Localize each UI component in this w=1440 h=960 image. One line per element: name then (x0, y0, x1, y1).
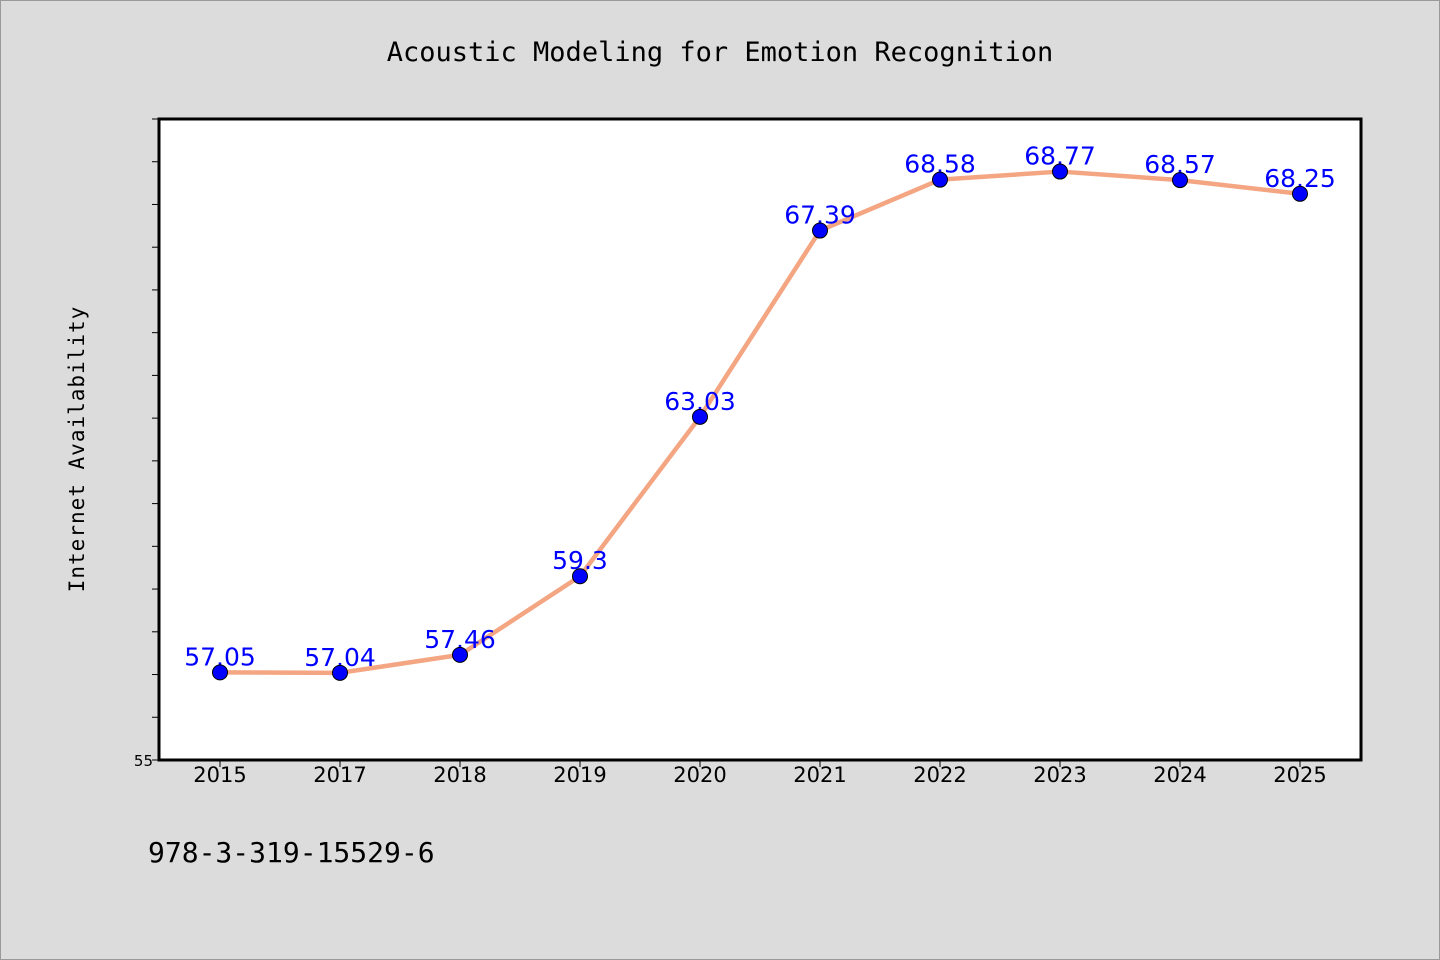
y-axis-ticks (152, 118, 159, 761)
data-point (212, 664, 228, 681)
data-point (572, 568, 588, 585)
data-point (812, 222, 828, 239)
data-point (332, 664, 348, 681)
x-tick-label: 2025 (1273, 763, 1326, 787)
data-point (932, 171, 948, 188)
isbn-annotation: 978-3-319-15529-6 (148, 836, 435, 869)
y-axis-label: Internet Availability (65, 306, 89, 593)
x-tick-label: 2015 (193, 763, 246, 787)
data-point (1172, 172, 1188, 189)
x-tick-label: 2018 (433, 763, 486, 787)
series-line (217, 169, 1303, 676)
x-tick-label: 2017 (313, 763, 366, 787)
data-markers (212, 163, 1308, 681)
x-tick-label: 2021 (793, 763, 846, 787)
x-axis-ticks: 2015 2017 2018 2019 2020 2021 2022 2023 2024 2025 (193, 760, 1327, 787)
x-tick-label: 2024 (1153, 763, 1206, 787)
chart-title: Acoustic Modeling for Emotion Recognitio… (387, 37, 1053, 68)
y-tick-label: 55 (134, 752, 153, 770)
data-point (1052, 163, 1068, 180)
x-tick-label: 2019 (553, 763, 606, 787)
data-point (692, 408, 708, 425)
x-tick-label: 2022 (913, 763, 966, 787)
data-point (1292, 185, 1308, 202)
x-tick-label: 2020 (673, 763, 726, 787)
plot-area (157, 117, 1363, 762)
data-point (452, 646, 468, 663)
x-tick-label: 2023 (1033, 763, 1086, 787)
